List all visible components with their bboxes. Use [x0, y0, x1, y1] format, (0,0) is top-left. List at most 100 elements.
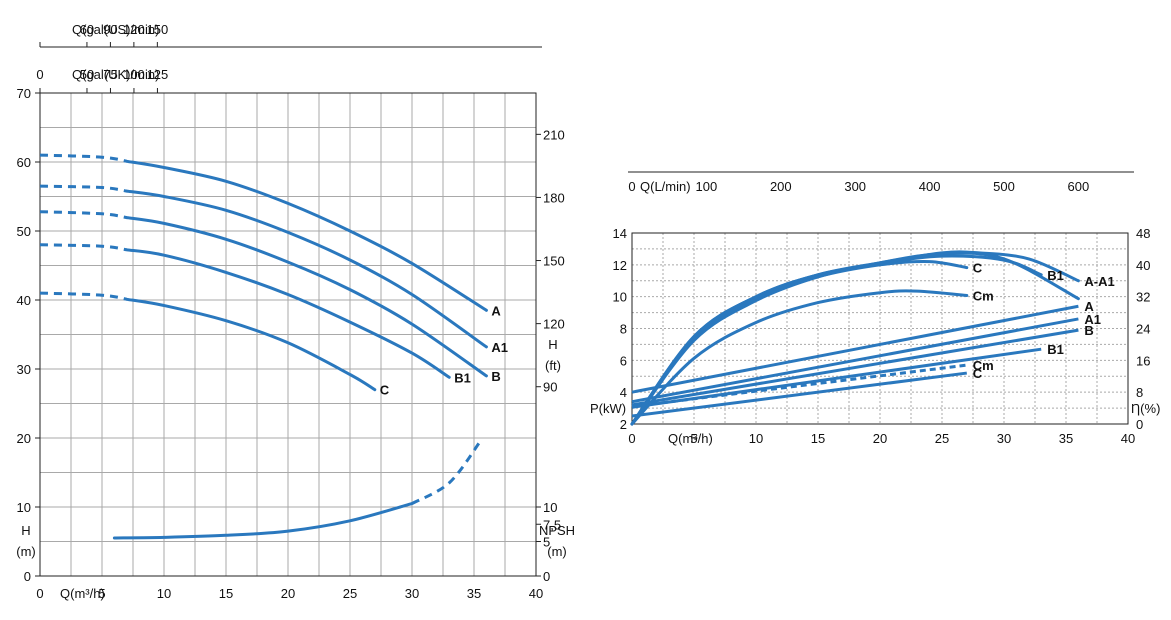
ft-tick-label: 180: [543, 190, 565, 205]
x-tick-label: 35: [467, 586, 481, 601]
left-axis-unit: (m): [16, 544, 36, 559]
efficiency-label-a-a1: A-A1: [1084, 274, 1114, 289]
x-tick-label: 5: [98, 586, 105, 601]
x-tick-label: 10: [157, 586, 171, 601]
y-tick-label: 20: [17, 431, 31, 446]
curve-b1-dashed: [39, 243, 128, 252]
ft-tick-label: 90: [543, 380, 557, 395]
npsh-tick-label: 7,5: [543, 517, 561, 532]
efficiency-axis-label: Ƞ(%): [1131, 401, 1160, 416]
efficiency-label-cm-eff: Cm: [973, 288, 994, 303]
uk-gpm-axis-label: Q(gal(UK)/min): [72, 67, 159, 82]
efficiency-tick-label: 8: [1136, 385, 1143, 400]
power-label-c: C: [973, 366, 983, 381]
power-line-a1: [631, 317, 1079, 404]
x-tick-label: 15: [811, 431, 825, 446]
power-tick-label: 10: [613, 290, 627, 305]
y-tick-label: 70: [17, 86, 31, 101]
curve-a-solid: [125, 159, 488, 312]
curve-npsh-dashed: [411, 440, 482, 505]
us-gpm-tick-label: 90: [103, 22, 117, 37]
efficiency-tick-label: 0: [1136, 417, 1143, 432]
x-tick-label: 5: [690, 431, 697, 446]
power-label-a1: A1: [1084, 312, 1101, 327]
curve-label-a1: A1: [491, 340, 508, 355]
curve-label-c: C: [380, 383, 390, 398]
x-tick-label: 20: [873, 431, 887, 446]
power-line-b: [631, 328, 1079, 407]
lmin-tick-label: 200: [770, 179, 792, 194]
power-tick-label: 4: [620, 385, 627, 400]
npsh-tick-label: 10: [543, 500, 557, 515]
y-tick-label: 40: [17, 293, 31, 308]
power-tick-label: 14: [613, 226, 627, 241]
power-label-b: B: [1084, 323, 1093, 338]
y-tick-label: 10: [17, 500, 31, 515]
curve-c-solid: [125, 297, 377, 392]
uk-gpm-tick-label: 75: [103, 67, 117, 82]
curve-a1-solid: [125, 189, 488, 349]
lmin-axis-label: Q(L/min): [640, 179, 691, 194]
lmin-tick-label: 600: [1068, 179, 1090, 194]
curve-npsh-solid: [112, 502, 414, 540]
ft-tick-label: 120: [543, 317, 565, 332]
x-tick-label: 0: [36, 586, 43, 601]
us-gpm-tick-label: 60: [80, 22, 94, 37]
efficiency-tick-label: 40: [1136, 258, 1150, 273]
curve-a1-dashed: [39, 184, 128, 193]
x-tick-label: 30: [405, 586, 419, 601]
us-gpm-tick-label: 150: [146, 22, 168, 37]
uk-gpm-tick-label: 0: [36, 67, 43, 82]
power-line-a: [631, 304, 1079, 394]
left-axis-label: H: [21, 523, 30, 538]
ft-axis-label: H: [548, 337, 557, 352]
power-tick-label: 12: [613, 258, 627, 273]
power-axis-label: P(kW): [590, 401, 626, 416]
power-tick-label: 6: [620, 353, 627, 368]
efficiency-label-c-eff: C: [973, 261, 983, 276]
curve-label-b1: B1: [454, 370, 471, 385]
x-tick-label: 40: [1121, 431, 1135, 446]
curve-a-dashed: [39, 153, 128, 163]
efficiency-label-b1-eff: B1: [1047, 268, 1064, 283]
lmin-tick-label: 400: [919, 179, 941, 194]
npsh-axis-label: NPSH: [539, 523, 575, 538]
lmin-tick-label: 100: [696, 179, 718, 194]
x-tick-label: 30: [997, 431, 1011, 446]
curve-b-solid: [125, 216, 488, 378]
x-tick-label: 40: [529, 586, 543, 601]
ft-tick-label: 210: [543, 127, 565, 142]
efficiency-tick-label: 32: [1136, 290, 1150, 305]
x-axis-label: Q(m³/h): [60, 586, 105, 601]
plot-frame: [631, 232, 1129, 425]
curve-b1-solid: [125, 248, 451, 379]
y-tick-label: 60: [17, 155, 31, 170]
efficiency-tick-label: 48: [1136, 226, 1150, 241]
y-tick-label: 0: [24, 569, 31, 584]
x-tick-label: 25: [935, 431, 949, 446]
uk-gpm-tick-label: 100: [123, 67, 145, 82]
npsh-axis-unit: (m): [547, 544, 567, 559]
efficiency-curve-c-eff: [630, 260, 969, 426]
curve-b-dashed: [39, 210, 128, 220]
x-tick-label: 25: [343, 586, 357, 601]
us-gpm-axis-label: Q(gal(US)/min): [72, 22, 159, 37]
npsh-tick-label: 0: [543, 569, 550, 584]
power-line-cm: [631, 363, 967, 408]
lmin-tick-label: 500: [993, 179, 1015, 194]
x-tick-label: 10: [749, 431, 763, 446]
power-tick-label: 8: [620, 322, 627, 337]
plot-frame: [39, 92, 537, 577]
efficiency-tick-label: 16: [1136, 353, 1150, 368]
ft-axis-unit: (ft): [545, 358, 561, 373]
power-tick-label: 2: [620, 417, 627, 432]
uk-gpm-tick-label: 50: [80, 67, 94, 82]
x-axis-label: Q(m³/h): [668, 431, 713, 446]
x-tick-label: 20: [281, 586, 295, 601]
efficiency-curve-cm-eff: [630, 289, 969, 426]
power-label-a: A: [1084, 299, 1094, 314]
lmin-tick-label: 300: [844, 179, 866, 194]
